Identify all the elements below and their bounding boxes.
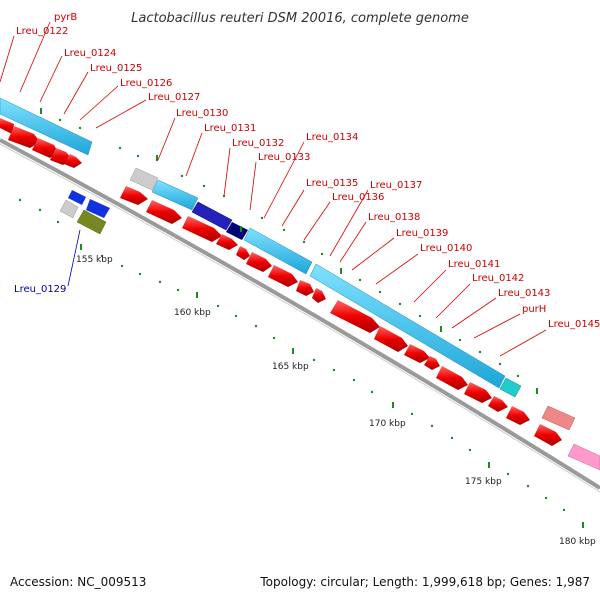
tick-major <box>80 244 82 250</box>
gene-arrow <box>8 126 40 148</box>
gene-arrow <box>246 252 272 272</box>
gene-arrow <box>488 396 508 412</box>
pseudo-gene <box>129 167 159 191</box>
gene-block-navy <box>226 222 248 240</box>
genome-summary-text: Topology: circular; Length: 1,999,618 bp… <box>259 575 590 589</box>
gene-arrow <box>330 300 380 333</box>
tick-major <box>292 348 294 354</box>
gene-label-purH[interactable]: purH <box>522 304 546 315</box>
gene-block-blue <box>191 201 233 231</box>
gene-label-lreu-0134[interactable]: Lreu_0134 <box>306 132 358 143</box>
scale-label-170: 170 kbp <box>369 419 406 429</box>
gene-block-olive <box>76 209 107 235</box>
gene-arrow <box>424 356 440 370</box>
scale-label-175: 175 kbp <box>465 477 502 487</box>
gene-arrow <box>464 382 492 403</box>
gene-label-lreu-0131[interactable]: Lreu_0131 <box>204 123 256 134</box>
gene-arrow <box>268 265 298 287</box>
gene-label-lreu-0122[interactable]: Lreu_0122 <box>16 26 68 37</box>
gene-arrow <box>0 118 14 134</box>
cds-segment <box>0 97 93 156</box>
scale-label-160: 160 kbp <box>174 308 211 318</box>
gene-label-lreu-0143[interactable]: Lreu_0143 <box>498 288 550 299</box>
gene-arrow <box>312 288 326 303</box>
gene-block-magenta <box>567 443 600 471</box>
gene-labels: pyrB Lreu_0122 Lreu_0124 Lreu_0125 Lreu_… <box>14 12 600 330</box>
gene-label-lreu-0137[interactable]: Lreu_0137 <box>370 180 422 191</box>
gene-label-pyrB[interactable]: pyrB <box>54 12 77 23</box>
pseudo-gene <box>59 199 79 219</box>
gene-label-lreu-0130[interactable]: Lreu_0130 <box>176 108 228 119</box>
gene-label-lreu-0133[interactable]: Lreu_0133 <box>258 152 310 163</box>
gene-label-lreu-0126[interactable]: Lreu_0126 <box>120 78 172 89</box>
gene-arrow <box>182 216 222 242</box>
gene-label-lreu-0125[interactable]: Lreu_0125 <box>90 63 142 74</box>
gene-block-blue-small <box>86 199 110 218</box>
tick-major <box>488 462 490 468</box>
cds-segment <box>309 263 506 389</box>
tick-major <box>240 226 242 232</box>
gene-label-lreu-0129[interactable]: Lreu_0129 <box>14 284 66 295</box>
gene-label-lreu-0139[interactable]: Lreu_0139 <box>396 228 448 239</box>
gene-arrow <box>32 138 58 158</box>
gene-block-blue-small <box>68 190 86 205</box>
scale-label-165: 165 kbp <box>272 362 309 372</box>
cds-segment <box>499 377 522 398</box>
map-title: Lactobacillus reuteri DSM 20016, complet… <box>131 11 469 26</box>
scale-ticks <box>18 108 584 528</box>
gene-arrow <box>236 246 250 260</box>
gene-arrow <box>64 154 82 168</box>
gene-label-lreu-0142[interactable]: Lreu_0142 <box>472 273 524 284</box>
gene-arrow <box>120 186 148 205</box>
genome-backbone-shadow <box>0 143 600 493</box>
tick-major <box>582 522 584 528</box>
genome-backbone <box>0 138 600 490</box>
tick-major <box>196 292 198 298</box>
gene-label-lreu-0141[interactable]: Lreu_0141 <box>448 259 500 270</box>
gene-arrow <box>404 344 430 363</box>
scale-label-180: 180 kbp <box>559 537 596 547</box>
leader-line-blue <box>67 229 81 287</box>
cds-segment <box>243 227 313 275</box>
tick-major <box>40 108 42 114</box>
tick-major <box>340 268 342 274</box>
gene-label-lreu-0136[interactable]: Lreu_0136 <box>332 192 384 203</box>
gene-label-lreu-0127[interactable]: Lreu_0127 <box>148 92 200 103</box>
gene-arrows <box>0 118 562 446</box>
leader-lines <box>0 21 547 357</box>
gene-arrow <box>374 326 408 352</box>
gene-label-lreu-0135[interactable]: Lreu_0135 <box>306 178 358 189</box>
gene-block-pink <box>541 405 576 431</box>
gene-arrow <box>506 406 530 425</box>
tick-major <box>536 388 538 394</box>
gene-arrow <box>296 280 314 296</box>
cds-band <box>0 97 522 398</box>
gene-label-lreu-0138[interactable]: Lreu_0138 <box>368 212 420 223</box>
tick-major <box>392 402 394 408</box>
tick-major <box>440 326 442 332</box>
gene-arrow <box>146 200 182 224</box>
tick-major <box>156 155 158 161</box>
gene-arrow <box>436 366 468 390</box>
gene-label-lreu-0132[interactable]: Lreu_0132 <box>232 138 284 149</box>
gene-arrow <box>534 424 562 446</box>
gene-arrow <box>216 234 238 250</box>
scale-label-155: 155 kbp <box>76 255 113 265</box>
gene-label-lreu-0124[interactable]: Lreu_0124 <box>64 48 116 59</box>
gene-label-lreu-0145[interactable]: Lreu_0145 <box>548 319 600 330</box>
gene-label-lreu-0140[interactable]: Lreu_0140 <box>420 243 472 254</box>
misc-features <box>59 167 600 471</box>
cds-segment <box>151 179 199 211</box>
accession-text: Accession: NC_009513 <box>10 575 146 589</box>
